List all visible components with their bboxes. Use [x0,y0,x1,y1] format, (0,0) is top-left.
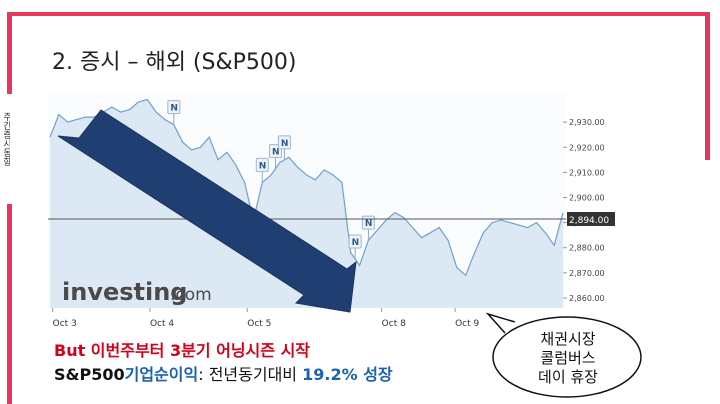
news-marker-label: N [272,148,280,158]
watermark-text: investing [62,278,187,306]
x-tick-label: Oct 5 [247,319,271,329]
caption-earnings-season: But 이번주부터 3분기 어닝시즌 시작 [54,341,311,360]
x-tick-label: Oct 9 [455,319,479,329]
side-section-label: 주간증시동향 [1,112,10,166]
trend-arrow [57,109,357,313]
x-tick-label: Oct 3 [53,319,77,329]
y-tick-label: 2,930.00 [569,118,605,127]
frame-top-bar [12,12,709,16]
news-marker-label: N [170,104,178,114]
caption-growth-value: 19.2% 성장 [302,365,393,384]
news-marker-label: N [259,161,267,171]
y-tick-label: 2,880.00 [569,244,605,253]
price-area [50,99,563,308]
y-tick-label: 2,860.00 [569,294,605,303]
bubble-line-1: 채권시장 [540,330,596,348]
news-marker-box [255,157,269,172]
news-marker-label: N [281,139,289,149]
news-marker[interactable]: N [277,135,291,160]
bubble-line-2: 콜럼버스 [540,349,596,367]
x-tick-label: Oct 8 [382,319,406,329]
news-marker-label: N [352,238,360,248]
current-value-label: 2,894.00 [569,216,609,226]
y-tick-label: 2,870.00 [569,269,605,278]
y-tick-label: 2,910.00 [569,168,605,177]
current-value-badge [567,212,615,226]
y-tick-label: 2,920.00 [569,143,605,152]
news-marker-box [167,100,181,115]
bubble-line-3: 데이 휴장 [538,368,598,386]
slide-title: 2. 증시 – 해외 (S&P500) [52,50,297,75]
caption-comparison: : 전년동기대비 [198,365,303,384]
caption-earnings-growth: S&P500기업순이익: 전년동기대비 19.2% 성장 [54,361,393,385]
frame-left-bar-bottom [7,204,12,404]
y-tick-label: 2,900.00 [569,193,605,202]
bubble-text: 채권시장 콜럼버스 데이 휴장 [512,330,624,387]
x-tick-label: Oct 4 [150,319,174,329]
news-marker-box [277,135,291,150]
speech-bubble [492,316,642,398]
watermark: investing .com [62,278,212,306]
news-marker-label: N [365,219,373,229]
frame-left-bar-top [7,12,12,94]
news-marker[interactable]: N [255,157,269,183]
frame-right-bar [705,12,710,160]
news-marker[interactable]: N [348,234,362,260]
news-marker-box [348,234,362,249]
news-marker[interactable]: N [167,100,181,125]
watermark-suffix: .com [170,285,212,305]
speech-bubble-tail-join [504,321,518,334]
caption-index-name: S&P500 [54,365,125,384]
caption-metric: 기업순이익 [124,365,199,384]
price-line [49,98,564,277]
